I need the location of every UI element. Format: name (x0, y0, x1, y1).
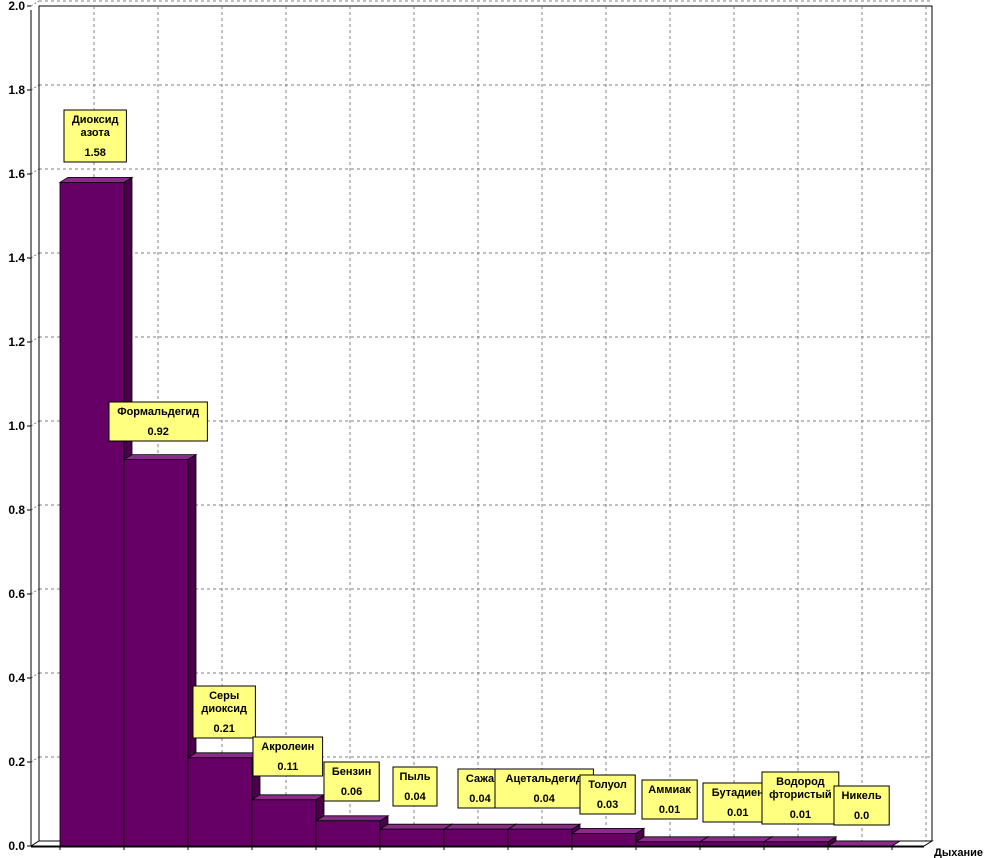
data-label-box (761, 771, 840, 825)
bar (442, 823, 518, 847)
category-label: Водород (776, 776, 825, 788)
y-tick-label: 0.0 (8, 839, 25, 853)
bar (762, 836, 838, 847)
gridline-depth (30, 0, 40, 7)
gridline-depth (30, 252, 40, 259)
data-label: Пыль 0.04 (392, 766, 438, 807)
data-label-box (323, 761, 380, 802)
category-label: Толуол (588, 779, 627, 791)
grid (30, 0, 933, 842)
y-tick-label: 0.2 (8, 755, 25, 769)
data-label: Формальдегид 0.92 (108, 401, 208, 442)
data-label: Никель 0.0 (833, 785, 890, 826)
category-label: Никель (842, 790, 882, 802)
bar (826, 840, 902, 847)
y-tick-label: 1.0 (8, 419, 25, 433)
value-label: 0.04 (533, 793, 555, 805)
x-axis-label: Дыхание (934, 847, 983, 858)
value-label: 0.01 (790, 809, 811, 821)
data-label-box (579, 774, 636, 815)
gridline-depth (30, 168, 40, 175)
data-label-box (108, 401, 208, 442)
category-label: Акролеин (261, 741, 314, 753)
data-label-box (833, 785, 890, 826)
gridline-depth (30, 336, 40, 343)
data-label: Бензин 0.06 (323, 761, 380, 802)
bar (314, 815, 390, 847)
category-label: диоксид (201, 703, 247, 715)
y-tick-label: 1.4 (8, 251, 25, 265)
bar (634, 836, 710, 847)
bar (250, 794, 326, 847)
bar (698, 836, 774, 847)
gridline-depth (30, 84, 40, 91)
data-label-box (392, 766, 438, 807)
value-label: 0.04 (404, 791, 426, 803)
data-label-box (252, 736, 324, 777)
data-label-box (702, 782, 774, 823)
y-tick-label: 0.4 (8, 671, 25, 685)
data-label: Толуол 0.03 (579, 774, 636, 815)
y-tick-label: 1.8 (8, 83, 25, 97)
value-label: 0.06 (341, 786, 362, 798)
y-tick-label: 1.6 (8, 167, 25, 181)
data-label: Ацетальдегид 0.04 (494, 768, 594, 809)
category-label: Бутадиен (712, 787, 764, 799)
category-label: Формальдегид (117, 406, 199, 418)
gridline-depth (30, 588, 40, 595)
gridline-depth (30, 504, 40, 511)
bar (58, 176, 134, 847)
value-label: 0.92 (147, 426, 168, 438)
y-tick-label: 0.6 (8, 587, 25, 601)
y-tick-label: 1.2 (8, 335, 25, 349)
category-label: Ацетальдегид (506, 773, 583, 785)
bar (506, 823, 582, 847)
data-label-box (192, 685, 256, 739)
value-label: 0.04 (469, 793, 491, 805)
value-label: 1.58 (84, 147, 105, 159)
category-label: Аммиак (648, 784, 691, 796)
category-label: Сажа (466, 773, 495, 785)
bar (186, 752, 262, 847)
value-label: 0.01 (659, 804, 680, 816)
category-label: Серы (209, 690, 239, 702)
data-label: Бутадиен 0.01 (702, 782, 774, 823)
bar (122, 453, 198, 847)
value-label: 0.11 (277, 761, 298, 773)
y-axis: 0.0 0.2 0.4 0.6 0.8 1.0 1.2 1.4 1.6 1.8 2.0 (8, 0, 934, 853)
data-label-box (63, 109, 127, 163)
data-label: Аммиак 0.01 (641, 779, 698, 820)
y-tick-label: 0.8 (8, 503, 25, 517)
gridline-depth (30, 756, 40, 763)
bar (378, 823, 454, 847)
value-label: 0.01 (727, 807, 748, 819)
category-label: Пыль (399, 771, 430, 783)
category-label: фтористый (769, 789, 832, 801)
data-label-box (641, 779, 698, 820)
gridline-depth (30, 672, 40, 679)
value-label: 0.0 (854, 810, 869, 822)
value-label: 0.03 (597, 799, 618, 811)
category-label: азота (80, 127, 110, 139)
category-label: Бензин (332, 766, 372, 778)
y-tick-label: 2.0 (8, 0, 25, 13)
category-label: Диоксид (72, 114, 119, 126)
gridline-depth (30, 420, 40, 427)
data-label: Акролеин 0.11 (252, 736, 324, 777)
bars (58, 176, 902, 847)
bar (570, 827, 646, 847)
value-label: 0.21 (213, 723, 234, 735)
